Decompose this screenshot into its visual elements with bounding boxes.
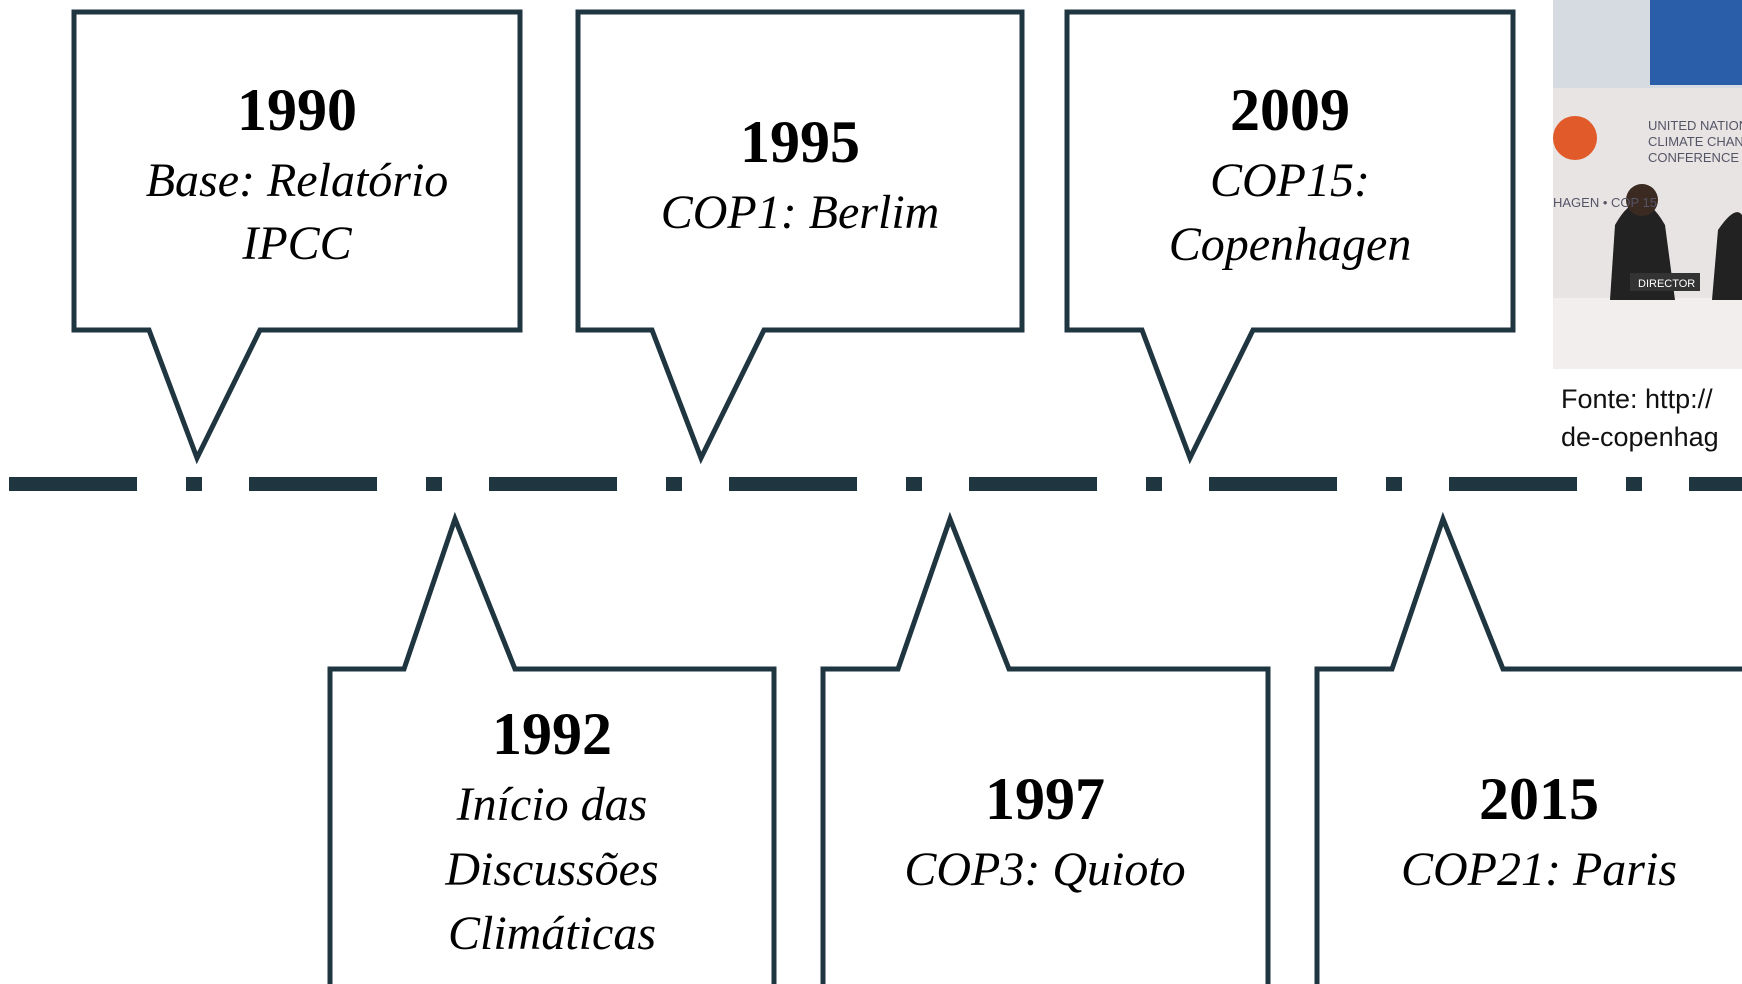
dash [729,477,857,491]
photo-text: UNITED NATION [1648,118,1742,133]
dash [1146,477,1162,491]
dash [666,477,682,491]
photo: UNITED NATION CLIMATE CHAN CONFERENCE HA… [1553,0,1742,369]
callout [820,511,1271,984]
event-year: 1990 [237,77,357,143]
photo-head [1626,184,1658,216]
dash [1449,477,1577,491]
photo-text: CLIMATE CHAN [1648,134,1742,149]
dash [906,477,922,491]
event-text: COP3: Quioto [904,843,1185,896]
photo-screen [1650,0,1742,85]
timeline-axis [9,477,1742,491]
photo-caption: Fonte: http:// [1561,384,1713,414]
dash [1626,477,1642,491]
dash [426,477,442,491]
dash [489,477,617,491]
callout [71,9,523,465]
callout [327,511,777,984]
photo-sign [1630,273,1700,291]
event-text: COP15: [1210,154,1370,207]
photo-text: HAGEN • COP 15 [1553,195,1657,210]
dash [186,477,202,491]
dash [1386,477,1402,491]
photo-desk [1553,298,1742,369]
event-text: Base: Relatório [146,154,449,207]
event-text: COP1: Berlim [661,186,940,239]
event-text: IPCC [241,217,352,270]
event-year: 2015 [1479,766,1599,832]
event-text: Copenhagen [1169,218,1412,271]
dash [1689,477,1742,491]
event-year: 1995 [740,109,860,175]
dash [9,477,137,491]
event-text: COP21: Paris [1401,843,1677,896]
callout [575,9,1025,465]
photo-text: CONFERENCE [1648,150,1739,165]
event-year: 2009 [1230,77,1350,143]
dash [969,477,1097,491]
callout [1064,9,1516,465]
event-year: 1992 [492,701,612,767]
photo-logo [1553,116,1597,160]
event-year: 1997 [985,766,1105,832]
photo-caption: de-copenhag [1561,422,1719,452]
event-text: Climáticas [448,907,656,960]
dash [249,477,377,491]
dash [1209,477,1337,491]
event-text: Início das [456,778,648,831]
callout [1314,511,1742,984]
photo-person [1712,212,1742,300]
photo-text: DIRECTOR [1638,278,1695,290]
event-text: Discussões [444,843,658,896]
